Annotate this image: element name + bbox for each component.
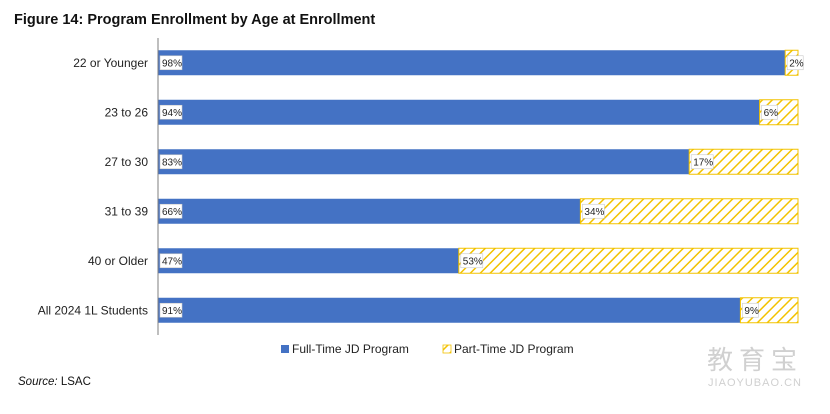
watermark: 教育宝 JIAOYUBAO.CN xyxy=(690,340,820,389)
data-label: 47% xyxy=(162,256,182,267)
bar-full-time xyxy=(158,50,786,76)
bar-full-time xyxy=(158,198,581,224)
data-label-box xyxy=(159,203,183,219)
category-label: 40 or Older xyxy=(88,254,148,268)
data-label: 83% xyxy=(162,157,182,168)
data-label-box xyxy=(159,253,183,269)
data-label-box xyxy=(690,154,714,170)
legend-part-time-label: Part-Time JD Program xyxy=(454,342,574,356)
data-label-box xyxy=(159,55,183,71)
bar-part-time xyxy=(458,247,799,274)
data-label: 34% xyxy=(584,207,604,218)
bar-full-time xyxy=(158,149,690,175)
bar-part-time xyxy=(579,198,799,225)
data-label: 98% xyxy=(162,58,182,69)
category-label: 22 or Younger xyxy=(73,56,148,70)
bar-full-time xyxy=(158,297,741,323)
category-label: 23 to 26 xyxy=(105,105,149,119)
data-label-box xyxy=(159,154,183,170)
data-label-box xyxy=(159,302,183,318)
watermark-url: JIAOYUBAO.CN xyxy=(708,377,802,389)
data-label: 94% xyxy=(162,108,182,119)
data-label-box xyxy=(786,55,804,71)
category-label: 27 to 30 xyxy=(105,155,149,169)
data-label: 53% xyxy=(463,256,483,267)
legend-full-time-swatch xyxy=(281,345,289,353)
legend-full-time-label: Full-Time JD Program xyxy=(292,342,409,356)
data-label-box xyxy=(582,203,605,219)
data-label: 6% xyxy=(764,108,779,119)
category-label: All 2024 1L Students xyxy=(38,303,148,317)
data-label: 2% xyxy=(789,58,804,69)
data-label: 66% xyxy=(162,207,182,218)
data-label-box xyxy=(159,104,183,120)
figure-title: Figure 14: Program Enrollment by Age at … xyxy=(14,12,376,28)
data-label: 9% xyxy=(744,306,759,317)
source-label: Source: xyxy=(18,376,58,388)
watermark-logo: 教育宝 xyxy=(706,346,803,376)
category-label: 31 to 39 xyxy=(105,204,149,218)
data-label-box xyxy=(761,104,778,120)
data-label-box xyxy=(460,253,484,269)
data-label-box xyxy=(742,302,759,318)
bar-full-time xyxy=(158,99,760,125)
source-note: Source: LSAC xyxy=(18,376,91,388)
legend-part-time-swatch xyxy=(442,344,452,354)
source-value: LSAC xyxy=(60,376,91,388)
data-label: 91% xyxy=(162,306,182,317)
data-label: 17% xyxy=(693,157,713,168)
bar-full-time xyxy=(158,248,459,274)
